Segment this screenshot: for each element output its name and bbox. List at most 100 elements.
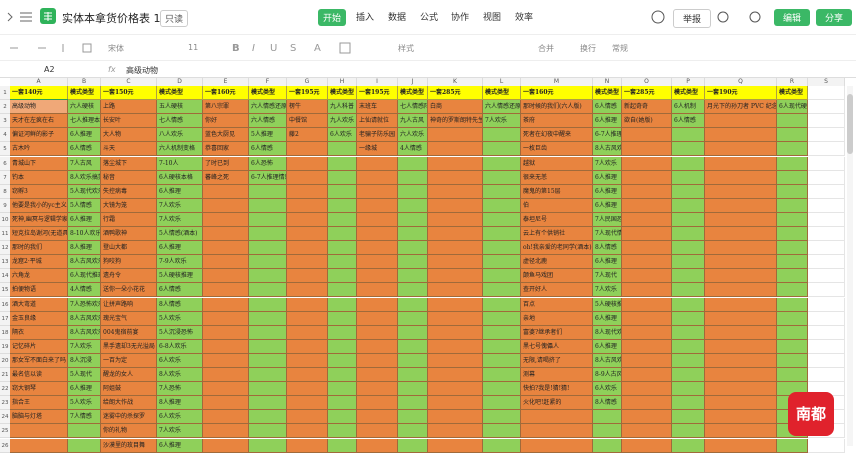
cell[interactable] — [357, 353, 398, 368]
cell[interactable] — [672, 410, 705, 425]
cell[interactable]: 六人情感 — [249, 114, 287, 129]
cell[interactable]: 6人情感 — [249, 142, 287, 157]
cell[interactable]: 魔鬼的第15层 — [521, 184, 593, 199]
cell[interactable] — [622, 353, 672, 368]
row-number[interactable]: 2 — [0, 100, 10, 115]
cell[interactable]: 藤2 — [287, 128, 328, 143]
menu-tab[interactable]: 数据 — [388, 13, 407, 23]
cell[interactable] — [249, 325, 287, 340]
cell[interactable]: 秘音 — [101, 170, 157, 185]
cell[interactable]: 九人古风 — [398, 114, 428, 129]
cell[interactable] — [777, 198, 808, 213]
row-number[interactable]: 7 — [0, 170, 10, 185]
cell[interactable]: 迷雾中的杀探罗 — [101, 410, 157, 425]
cell[interactable] — [705, 368, 777, 383]
cell[interactable] — [357, 241, 398, 256]
cell[interactable] — [483, 438, 521, 453]
cell[interactable] — [398, 227, 428, 242]
cell[interactable] — [287, 438, 328, 453]
row-number[interactable]: 1 — [0, 86, 10, 101]
cell[interactable]: 8人古风欢乐 — [68, 311, 101, 326]
cell[interactable]: 斗天 — [101, 142, 157, 157]
cell[interactable] — [287, 170, 328, 185]
header-cell[interactable]: 模式类型 — [68, 86, 101, 101]
cell[interactable] — [328, 410, 357, 425]
cell[interactable]: 5人现代 — [68, 368, 101, 383]
cell[interactable]: 百点 — [521, 297, 593, 312]
cell[interactable]: 8人推理 — [157, 396, 203, 411]
cell[interactable] — [428, 396, 483, 411]
column-header[interactable]: M — [521, 78, 593, 86]
cell[interactable] — [398, 156, 428, 171]
cell[interactable] — [249, 227, 287, 242]
cell[interactable] — [777, 142, 808, 157]
row-number[interactable]: 25 — [0, 424, 10, 439]
cell[interactable] — [672, 227, 705, 242]
cell[interactable] — [328, 325, 357, 340]
cell[interactable] — [428, 283, 483, 298]
cell[interactable] — [203, 297, 249, 312]
cell[interactable]: 大镜为笼 — [101, 198, 157, 213]
row-number[interactable]: 11 — [0, 227, 10, 242]
cell[interactable]: 6人现代推理 — [68, 269, 101, 284]
cell[interactable]: 查开好人 — [521, 283, 593, 298]
cell[interactable] — [705, 410, 777, 425]
cell[interactable] — [808, 368, 845, 383]
cell[interactable]: 八人欢乐 — [157, 128, 203, 143]
undo-icons[interactable] — [8, 42, 98, 54]
cell[interactable]: 中餐馆 — [287, 114, 328, 129]
cell[interactable] — [203, 227, 249, 242]
cell[interactable]: 6人机制 — [672, 100, 705, 115]
cell[interactable] — [428, 339, 483, 354]
cell[interactable] — [203, 269, 249, 284]
cell[interactable]: 楞牛 — [287, 100, 328, 115]
cell[interactable]: 七人情感阵营 — [398, 100, 428, 115]
cell[interactable] — [705, 198, 777, 213]
cell[interactable]: 六人机制变格 — [157, 142, 203, 157]
menu-tab[interactable]: 开始 — [318, 9, 347, 26]
cell[interactable]: 茶府 — [521, 114, 593, 129]
cell[interactable] — [328, 382, 357, 397]
cell[interactable] — [777, 353, 808, 368]
cell[interactable]: 短克拉岛谢河(无道具) — [10, 227, 68, 242]
cell[interactable] — [777, 325, 808, 340]
cell[interactable]: 黑手遗却3无光溢局 — [101, 339, 157, 354]
cell[interactable] — [672, 184, 705, 199]
cell[interactable] — [483, 283, 521, 298]
cell[interactable]: 4人情感 — [68, 283, 101, 298]
cell[interactable] — [287, 212, 328, 227]
row-number[interactable]: 6 — [0, 156, 10, 171]
header-cell[interactable] — [808, 86, 845, 101]
cell[interactable]: 新起奇奇 — [622, 100, 672, 115]
cell[interactable]: 6人推理 — [157, 241, 203, 256]
cell[interactable] — [398, 297, 428, 312]
cell[interactable]: 6人推理 — [68, 212, 101, 227]
row-number[interactable]: 9 — [0, 198, 10, 213]
cell[interactable] — [483, 325, 521, 340]
cell[interactable]: 你好 — [203, 114, 249, 129]
header-cell[interactable]: 模式类型 — [328, 86, 357, 101]
cell[interactable] — [357, 311, 398, 326]
row-number[interactable]: 4 — [0, 128, 10, 143]
cell[interactable] — [398, 396, 428, 411]
cell[interactable] — [357, 156, 398, 171]
cell[interactable] — [428, 241, 483, 256]
row-number[interactable]: 10 — [0, 212, 10, 227]
cell[interactable] — [398, 184, 428, 199]
cell[interactable] — [622, 325, 672, 340]
cell[interactable] — [357, 297, 398, 312]
cell[interactable]: 无限,请喝挤了 — [521, 353, 593, 368]
cell[interactable] — [672, 142, 705, 157]
cell[interactable] — [672, 269, 705, 284]
cell[interactable] — [328, 255, 357, 270]
cell[interactable] — [705, 227, 777, 242]
cell[interactable]: 6人推理 — [593, 339, 622, 354]
cell[interactable] — [328, 311, 357, 326]
cell[interactable] — [398, 325, 428, 340]
cell[interactable]: 7人欢乐 — [68, 339, 101, 354]
cell[interactable]: 7人恐怖欢乐 — [68, 297, 101, 312]
cell[interactable] — [287, 227, 328, 242]
cell[interactable]: 失控病毒 — [101, 184, 157, 199]
cell[interactable] — [593, 438, 622, 453]
row-number[interactable]: 13 — [0, 255, 10, 270]
